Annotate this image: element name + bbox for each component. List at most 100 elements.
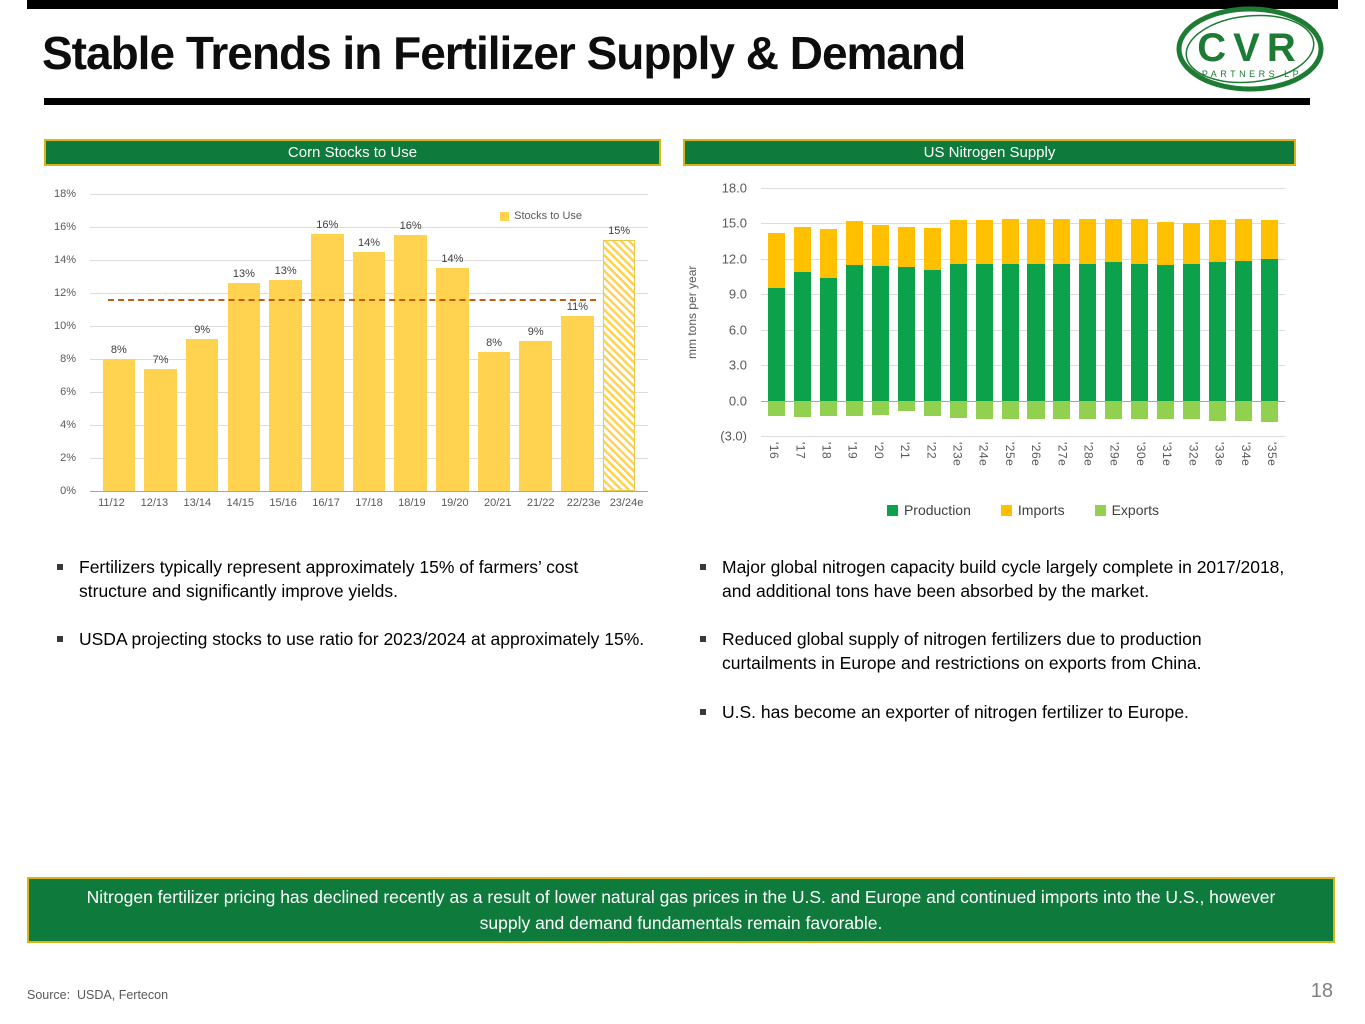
bar-segment [820,400,838,416]
bar-value-label: 14% [357,236,380,249]
corn-bar [519,340,552,491]
x-tick-label: '16 [761,442,787,496]
bullet-item: USDA projecting stocks to use ratio for … [57,628,649,652]
bar-segment [1079,218,1097,264]
bullets-left: Fertilizers typically represent approxim… [57,556,649,677]
title-underline [44,98,1310,105]
x-tick-text: '21 [898,442,913,460]
bar-segment [975,400,993,420]
x-tick-text: '24e [976,442,991,467]
bullet-item: Fertilizers typically represent approxim… [57,556,649,603]
x-tick-label: 11/12 [98,497,125,509]
bar-segment [897,267,916,401]
y-tick-label: 8% [60,353,76,365]
bullet-text: USDA projecting stocks to use ratio for … [79,629,645,650]
bar-segment [897,400,916,412]
nitrogen-bar-slot [1256,188,1282,436]
x-tick-text: '35e [1264,442,1279,467]
gridline [761,400,1285,402]
bar-segment [1105,262,1123,401]
legend-swatch [1094,504,1106,516]
bar-value-label: 16% [316,218,339,231]
bar-segment [1053,400,1071,420]
logo-tagline-text: PARTNERS LP [1202,69,1302,79]
nitrogen-bar-slot [971,188,997,436]
bar-segment [872,224,890,266]
legend-swatch [1000,504,1012,516]
bullet-icon [700,708,706,715]
bar-segment [1027,400,1045,420]
bar-segment [1001,218,1019,264]
bullet-item: U.S. has become an exporter of nitrogen … [700,701,1286,725]
x-tick-label: '33e [1206,442,1232,496]
x-tick-text: '31e [1160,442,1175,467]
y-tick-label: 12% [53,287,76,299]
corn-bar-slot: 16% [306,194,348,491]
bar-segment [1156,222,1175,265]
source-note: Source: USDA, Fertecon [27,988,169,1002]
gridline [761,223,1285,225]
bar-segment [1027,218,1045,264]
nitrogen-y-axis: 18.0 15.0 12.0 9.0 6.0 3.0 0.0 (3.0) [707,181,753,444]
x-tick-text: '16 [767,442,782,460]
x-tick-label: '20 [866,442,892,496]
corn-bar [477,352,511,491]
gridline [761,329,1285,331]
bar-segment [794,271,812,401]
bar-segment [1001,400,1019,420]
y-tick-label: 6.0 [728,322,747,338]
bar-segment [1053,263,1071,401]
x-tick-text: '27e [1055,442,1070,467]
bar-segment [1260,219,1278,259]
bar-segment [1131,218,1149,264]
corn-legend: Stocks to Use [500,210,582,222]
corn-bar [269,279,302,491]
nitrogen-bar-slot [764,188,790,436]
reference-line [108,299,596,302]
bullets-right: Major global nitrogen capacity build cyc… [700,556,1286,749]
nitrogen-bar-slot [1230,188,1256,436]
bar-segment [1131,400,1149,420]
logo-ellipse-inner [1185,14,1315,84]
corn-stocks-chart: 0% 2% 4% 6% 8% 10% 12% 14% 16% 18% Stocks to Use … [44,178,661,523]
nitrogen-supply-chart: mm tons per year 18.0 15.0 12.0 9.0 6.0 3.0 0.… [683,180,1296,530]
legend-label: Stocks to Use [514,210,582,222]
y-tick-label: 18.0 [721,180,747,196]
bullet-item: Major global nitrogen capacity build cyc… [700,556,1286,603]
x-tick-text: '34e [1238,442,1253,467]
y-tick-label: 3.0 [728,357,747,373]
legend-swatch [886,504,898,516]
bar-segment [768,232,786,289]
bar-segment [872,265,890,401]
bar-segment [794,400,812,418]
x-tick-text: '28e [1081,442,1096,467]
bar-value-label: 15% [608,225,631,238]
corn-plot: Stocks to Use 8% 7% 9% 13% 13% 16% 14% 16% 14% 8%… [90,194,648,492]
nitrogen-bars [761,188,1285,436]
bar-segment [923,228,941,270]
corn-bar [102,359,136,491]
bar-value-label: 8% [110,344,127,357]
top-accent-bar [27,0,1338,9]
x-tick-text: '32e [1186,442,1201,467]
x-tick-label: '22 [918,442,944,496]
x-tick-label: '29e [1102,442,1128,496]
x-tick-text: '30e [1133,442,1148,467]
corn-bar [352,251,386,491]
legend-label: Imports [1017,502,1065,518]
corn-bar-slot: 8% [98,194,140,491]
x-tick-label: 22/23e [566,497,601,509]
x-tick-label: 21/22 [526,497,555,509]
bar-segment [820,277,838,401]
x-tick-label: 17/18 [355,497,383,509]
x-tick-label: '18 [813,442,839,496]
nitrogen-bar-slot [1023,188,1049,436]
bar-segment [975,219,993,264]
bar-segment [975,263,993,401]
bar-segment [1208,262,1226,401]
corn-bar [561,316,594,491]
gridline [90,491,648,492]
x-tick-label: '19 [840,442,866,496]
x-tick-label: 20/21 [483,497,512,509]
gridline [761,365,1285,367]
